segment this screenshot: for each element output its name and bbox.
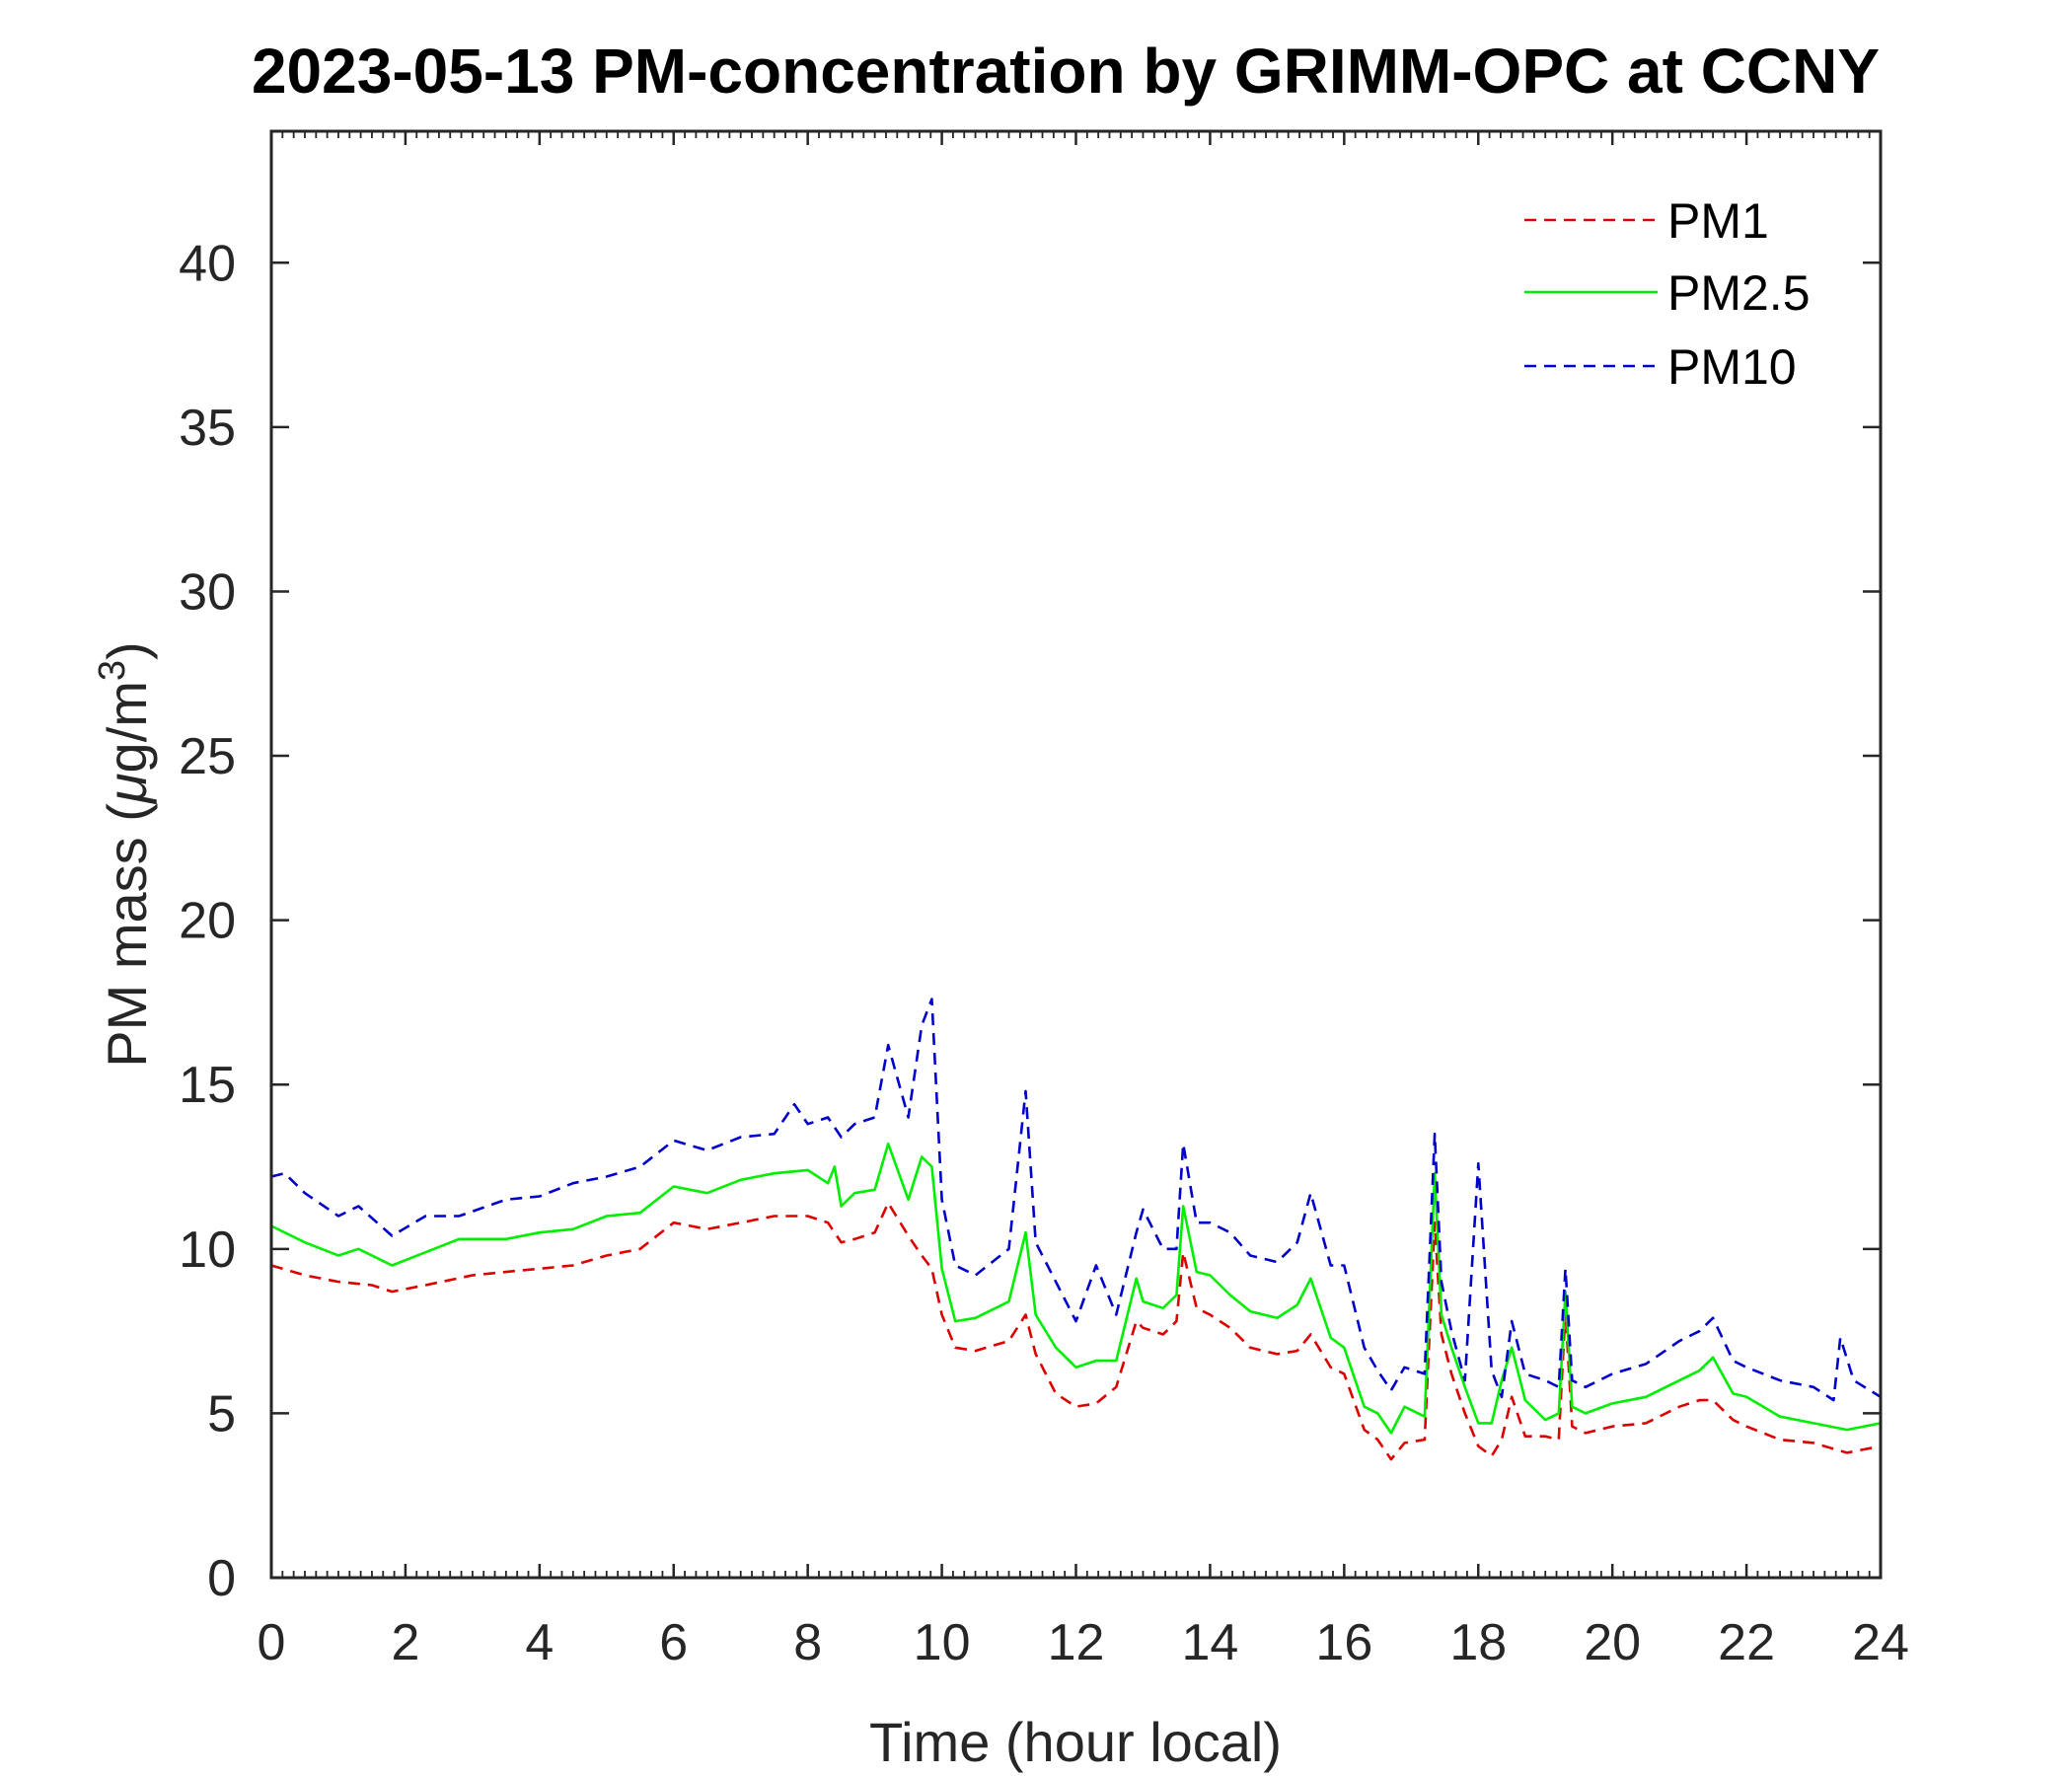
x-tick-label: 18 <box>1449 1614 1507 1671</box>
y-tick-label: 0 <box>207 1550 236 1607</box>
series-layer <box>270 998 1882 1461</box>
y-tick-label: 30 <box>179 563 236 621</box>
x-tick-label: 12 <box>1048 1614 1105 1671</box>
x-tick-label: 6 <box>659 1614 688 1671</box>
y-tick-label: 40 <box>179 235 236 292</box>
chart-title: 2023-05-13 PM-concentration by GRIMM-OPC… <box>252 36 1880 107</box>
y-axis-label-mu: μ <box>96 773 158 805</box>
y-tick-label: 20 <box>179 893 236 950</box>
x-tick-labels: 0 2 4 6 8 10 12 14 16 18 20 22 24 <box>258 1614 1909 1671</box>
x-tick-label: 14 <box>1181 1614 1238 1671</box>
y-axis-label-unit: g/m <box>96 681 158 773</box>
x-tick-label: 10 <box>914 1614 971 1671</box>
y-tick-label: 10 <box>179 1221 236 1279</box>
plot-area <box>271 131 1881 1578</box>
x-tick-label: 20 <box>1584 1614 1641 1671</box>
plot-box <box>269 129 1883 1580</box>
x-axis-label: Time (hour local) <box>869 1711 1282 1773</box>
x-tick-label: 8 <box>793 1614 822 1671</box>
x-tick-label: 2 <box>391 1614 419 1671</box>
legend-label-pm10: PM10 <box>1667 339 1797 395</box>
x-tick-label: 16 <box>1315 1614 1372 1671</box>
y-tick-label: 5 <box>207 1385 236 1443</box>
y-tick-label: 15 <box>179 1057 236 1114</box>
x-tick-label: 22 <box>1718 1614 1775 1671</box>
y-axis-label-main: PM mass ( <box>96 803 158 1068</box>
series-line-pm10 <box>270 998 1882 1402</box>
x-tick-label: 4 <box>525 1614 554 1671</box>
y-tick-labels: 0 5 10 15 20 25 30 35 40 <box>179 235 236 1607</box>
y-tick-label: 25 <box>179 728 236 785</box>
y-axis-label: PM mass (μg/m3) <box>92 641 158 1067</box>
x-tick-label: 0 <box>258 1614 286 1671</box>
y-axis-label-sup: 3 <box>92 660 133 681</box>
legend: PM1 PM2.5 PM10 <box>1524 193 1811 395</box>
legend-label-pm2-5: PM2.5 <box>1667 265 1811 321</box>
y-tick-label: 35 <box>179 400 236 457</box>
y-axis-label-close: ) <box>96 641 158 660</box>
legend-label-pm1: PM1 <box>1667 193 1769 249</box>
series-line-pm2-5 <box>270 1142 1882 1435</box>
x-tick-label: 24 <box>1852 1614 1909 1671</box>
